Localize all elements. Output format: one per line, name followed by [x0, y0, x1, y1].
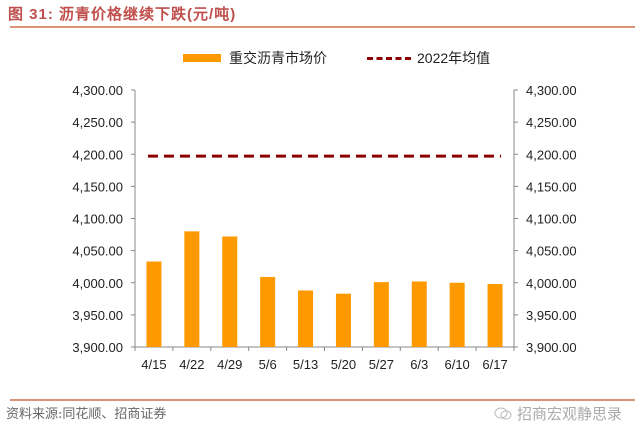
y-tick-label-right: 4,200.00 — [526, 147, 577, 162]
legend-dashed-line-swatch — [367, 56, 411, 60]
figure-title-text: 沥青价格继续下跌(元/吨) — [59, 6, 237, 23]
x-tick-label: 6/3 — [410, 357, 428, 372]
x-tick-label: 6/17 — [482, 357, 507, 372]
x-tick-label: 5/13 — [293, 357, 318, 372]
legend-bar-swatch — [183, 54, 221, 62]
y-tick-label-right: 4,050.00 — [526, 244, 577, 259]
y-tick-label: 4,300.00 — [72, 83, 123, 98]
y-tick-label-right: 4,300.00 — [526, 83, 577, 98]
y-tick-label: 4,000.00 — [72, 276, 123, 291]
chart-legend: 重交沥青市场价 2022年均值 — [183, 48, 490, 68]
bar — [260, 276, 276, 347]
figure-title: 图 31: 沥青价格继续下跌(元/吨) — [8, 3, 236, 24]
y-tick-label: 4,200.00 — [72, 147, 123, 162]
bar — [373, 282, 389, 347]
legend-line-label: 2022年均值 — [417, 50, 491, 66]
watermark-text: 招商宏观静思录 — [516, 406, 622, 423]
top-rule — [10, 26, 635, 28]
bar-chart: 4,300.00 4,300.00 4,250.00 4,250.00 4,200.00… — [72, 83, 577, 372]
watermark: 招商宏观静思录 — [493, 403, 622, 424]
y-tick-label-right: 3,950.00 — [526, 308, 577, 323]
y-tick-label-right: 4,000.00 — [526, 276, 577, 291]
bar — [298, 290, 314, 347]
y-tick-label: 4,250.00 — [72, 115, 123, 130]
y-tick-label: 4,050.00 — [72, 244, 123, 259]
x-tick-label: 5/20 — [331, 357, 356, 372]
y-tick-label-right: 4,150.00 — [526, 179, 577, 194]
y-tick-label: 4,150.00 — [72, 179, 123, 194]
bar — [184, 231, 200, 347]
x-tick-label: 4/29 — [217, 357, 242, 372]
bar — [222, 236, 238, 347]
y-tick-label-right: 4,100.00 — [526, 212, 577, 227]
bar — [411, 281, 427, 347]
y-tick-label: 3,950.00 — [72, 308, 123, 323]
bar — [146, 261, 162, 347]
x-tick-label: 5/27 — [369, 357, 394, 372]
bottom-rule — [10, 399, 635, 401]
legend-bar-label: 重交沥青市场价 — [229, 50, 327, 66]
bar — [487, 284, 503, 347]
wechat-icon — [494, 407, 512, 419]
x-tick-label: 6/10 — [444, 357, 469, 372]
source-note: 资料来源:同花顺、招商证券 — [6, 407, 167, 422]
y-tick-label-right: 4,250.00 — [526, 115, 577, 130]
y-tick-label: 4,100.00 — [72, 212, 123, 227]
x-tick-label: 4/22 — [179, 357, 204, 372]
x-tick-label: 4/15 — [141, 357, 166, 372]
x-tick-label: 5/6 — [259, 357, 277, 372]
y-tick-label: 3,900.00 — [72, 340, 123, 355]
y-tick-label-right: 3,900.00 — [526, 340, 577, 355]
bar — [449, 282, 465, 347]
bar — [335, 293, 351, 347]
figure-label: 图 31: — [8, 6, 54, 23]
